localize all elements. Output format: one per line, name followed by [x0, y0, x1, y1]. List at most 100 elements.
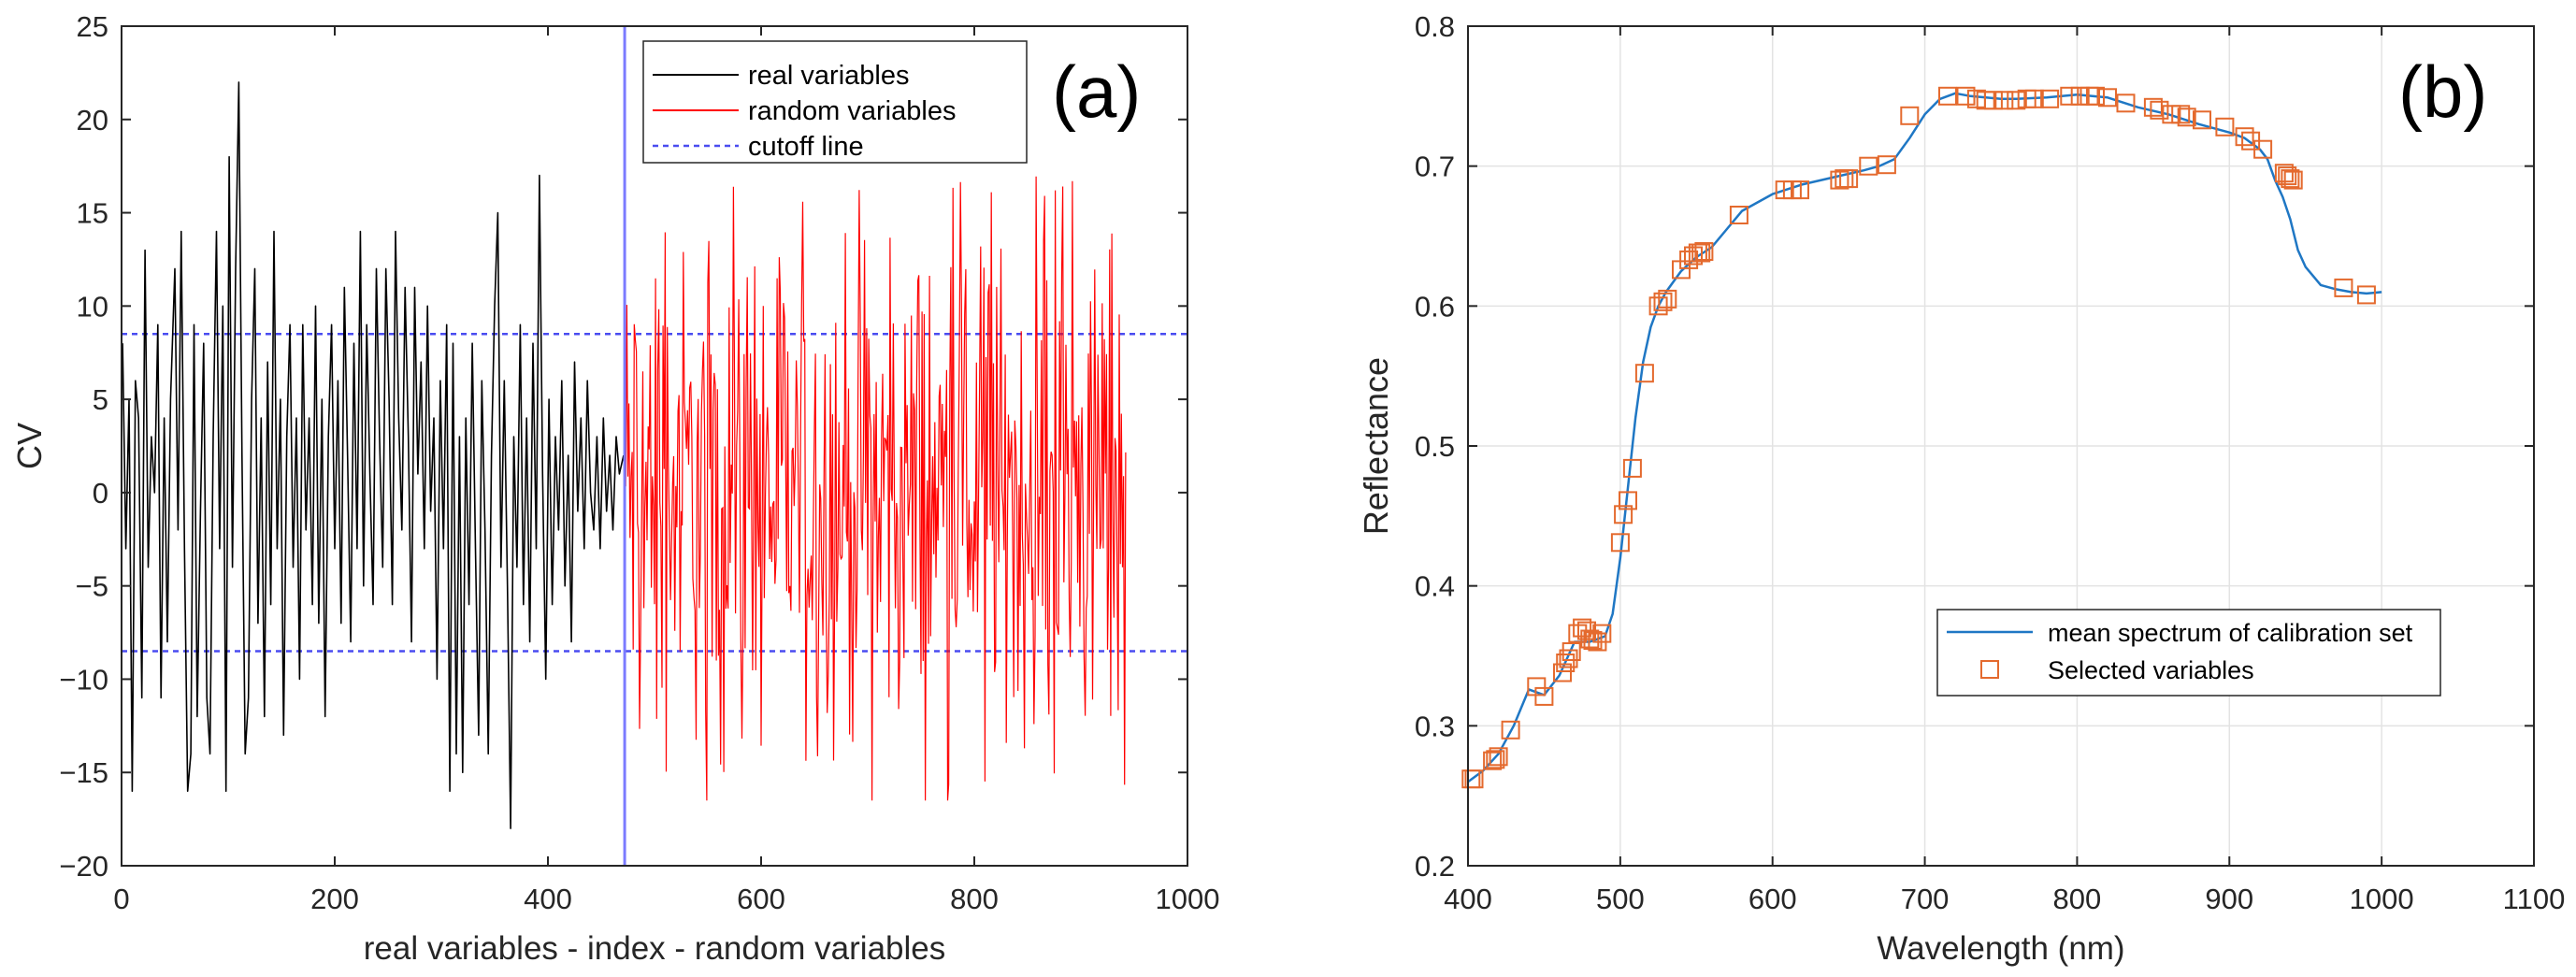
y-tick-label-b: 0.6 — [1415, 290, 1455, 323]
selected-variable-marker — [1956, 86, 1976, 106]
legend-label-selected: Selected variables — [2048, 656, 2254, 684]
selected-variable-marker — [2253, 139, 2273, 159]
selected-variable-marker — [1610, 533, 1630, 553]
selected-variable-marker — [1653, 292, 1673, 311]
y-axis-label-b: Reflectance — [1357, 357, 1395, 535]
series-random-variables — [624, 176, 1127, 801]
selected-variable-marker — [1501, 720, 1520, 740]
selected-variable-marker — [1938, 86, 1957, 106]
selected-variable-marker — [1729, 206, 1749, 224]
y-tick-label-a: −20 — [59, 850, 108, 883]
x-tick-label-b: 1000 — [2350, 883, 2414, 915]
b-data-layer — [1461, 86, 2382, 789]
y-tick-label-b: 0.8 — [1415, 10, 1455, 43]
selected-variable-marker — [2283, 170, 2303, 190]
x-tick-label-b: 600 — [1749, 883, 1797, 915]
x-tick-label-a: 600 — [737, 883, 785, 915]
selected-variable-marker — [1486, 750, 1505, 769]
selected-variable-marker — [1900, 106, 1920, 125]
x-tick-label-b: 400 — [1444, 883, 1492, 915]
y-tick-label-a: 15 — [77, 197, 108, 230]
selected-variable-marker — [2281, 169, 2300, 189]
selected-variable-marker — [1559, 649, 1578, 668]
selected-variable-marker — [1859, 156, 1878, 176]
legend-label-random: random variables — [748, 96, 956, 126]
selected-variable-marker — [1691, 243, 1711, 263]
selected-variable-marker — [2334, 278, 2353, 297]
selected-variable-marker — [1464, 769, 1484, 789]
selected-variable-marker — [2007, 91, 2026, 110]
y-tick-label-b: 0.4 — [1415, 570, 1455, 603]
x-tick-label-a: 1000 — [1156, 883, 1220, 915]
y-tick-label-a: 10 — [77, 290, 108, 323]
legend-b: mean spectrum of calibration set Selecte… — [1936, 609, 2441, 697]
x-axis-label-b: Wavelength (nm) — [1877, 930, 2124, 967]
selected-variable-marker — [2177, 108, 2196, 127]
x-tick-label-b: 900 — [2205, 883, 2253, 915]
selected-variable-marker — [1614, 505, 1633, 524]
y-tick-label-a: 25 — [77, 10, 108, 43]
x-tick-label-b: 800 — [2053, 883, 2102, 915]
selected-variable-marker — [2086, 86, 2105, 106]
selected-variable-marker — [2235, 127, 2254, 147]
y-tick-label-b: 0.2 — [1415, 850, 1455, 883]
selected-variable-marker — [2278, 166, 2297, 186]
legend-swatch-selected — [1980, 660, 1999, 679]
panel-label-a: (a) — [1052, 50, 1141, 133]
a-data-layer — [122, 26, 1187, 866]
selected-variable-marker — [1561, 642, 1581, 661]
x-tick-label-a: 0 — [113, 883, 129, 915]
selected-variable-marker — [1622, 458, 1642, 478]
selected-variable-marker — [2150, 100, 2169, 120]
selected-variable-marker — [2143, 97, 2163, 117]
panel-a: 0 200 400 600 800 1000 25 20 15 10 5 0 −5 −10 −15 −20 C… — [10, 10, 1219, 967]
selected-variable-marker — [2215, 117, 2235, 136]
selected-variable-marker — [2098, 88, 2117, 108]
selected-variable-marker — [2193, 110, 2211, 130]
y-tick-label-b: 0.5 — [1415, 430, 1455, 463]
y-axis-label-a: CV — [10, 423, 49, 469]
legend-label-mean-spectrum: mean spectrum of calibration set — [2048, 619, 2413, 647]
x-tick-label-b: 1100 — [2503, 883, 2566, 915]
legend-box-b — [1936, 609, 2441, 697]
x-axis-label-a: real variables - index - random variable… — [364, 930, 946, 967]
selected-variable-marker — [2024, 89, 2044, 108]
y-tick-label-b: 0.3 — [1415, 710, 1455, 742]
panel-label-b: (b) — [2398, 50, 2487, 133]
selected-variable-marker — [1634, 364, 1654, 383]
x-tick-label-a: 400 — [524, 883, 572, 915]
y-tick-label-a: −5 — [76, 570, 108, 603]
selected-variable-marker — [1658, 289, 1677, 309]
selected-variable-marker — [2040, 89, 2060, 108]
series-real-variables — [122, 81, 625, 829]
panel-b: 400 500 600 700 800 900 1000 1100 0.2 0.3 0.4 0.5 0.… — [1357, 10, 2565, 967]
selected-variable-marker — [1694, 242, 1714, 261]
selected-variable-marker — [1994, 91, 2014, 110]
selected-variable-marker — [2356, 285, 2376, 305]
y-tick-label-a: −15 — [59, 756, 108, 789]
y-tick-label-b: 0.7 — [1415, 151, 1455, 183]
x-tick-label-a: 200 — [310, 883, 359, 915]
legend-a: real variables random variables cutoff l… — [642, 40, 1028, 164]
selected-variable-marker — [1534, 686, 1554, 706]
y-tick-label-a: 5 — [93, 383, 108, 416]
selected-variable-marker — [1791, 180, 1809, 200]
legend-box-a — [642, 40, 1028, 164]
a-ticks: 0 200 400 600 800 1000 25 20 15 10 5 0 −5 −10 −15 −20 — [59, 10, 1219, 915]
x-tick-label-a: 800 — [950, 883, 999, 915]
selected-variable-marker — [1877, 155, 1896, 175]
x-tick-label-b: 500 — [1596, 883, 1645, 915]
x-tick-label-b: 700 — [1901, 883, 1950, 915]
legend-label-cutoff: cutoff line — [748, 132, 864, 162]
selected-variable-marker — [1619, 491, 1637, 510]
selected-variable-marker — [1839, 169, 1859, 189]
selected-variable-marker — [2171, 105, 2191, 124]
selected-variable-marker — [1983, 91, 2003, 110]
axes-box-a — [121, 25, 1188, 867]
b-ticks: 400 500 600 700 800 900 1000 1100 0.2 0.3 0.4 0.5 0.… — [1415, 10, 2565, 915]
y-tick-label-a: 0 — [93, 477, 108, 510]
selected-variable-marker — [1489, 747, 1508, 767]
selected-variable-marker — [1592, 624, 1612, 643]
selected-variable-marker — [1483, 751, 1503, 770]
selected-variable-marker — [2116, 93, 2136, 113]
